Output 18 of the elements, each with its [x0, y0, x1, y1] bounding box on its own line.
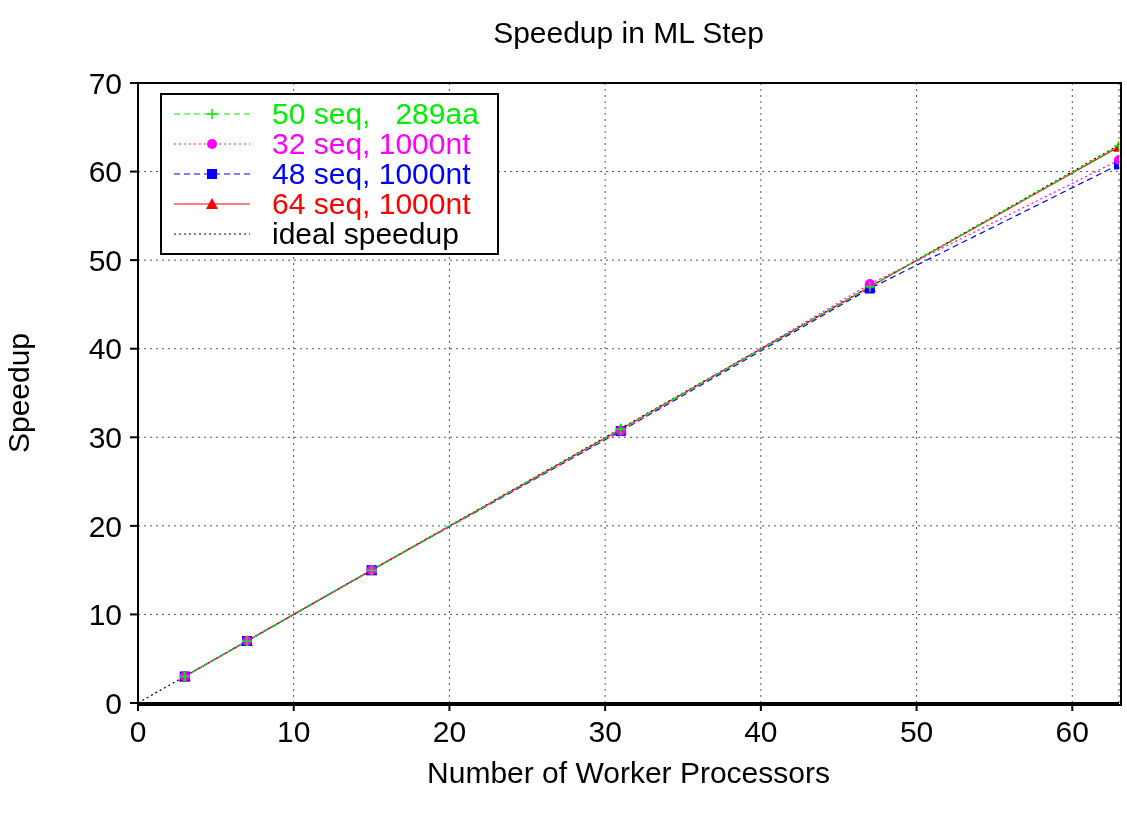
x-tick-label: 50: [899, 715, 934, 749]
y-tick-label: 30: [88, 420, 122, 454]
x-axis-title: Number of Worker Processors: [427, 756, 830, 789]
y-tick-label: 50: [88, 243, 122, 277]
legend-label: 50 seq, 289aa: [272, 97, 479, 130]
x-tick-label: 60: [1055, 715, 1089, 749]
y-tick-label: 70: [88, 66, 122, 100]
y-tick-label: 0: [105, 686, 122, 720]
y-tick-label: 10: [88, 598, 122, 632]
x-tick-label: 0: [129, 715, 147, 749]
x-tick-label: 10: [277, 715, 311, 749]
y-tick-label: 40: [88, 332, 122, 366]
x-tick-label: 20: [432, 715, 467, 749]
y-tick-label: 60: [88, 155, 122, 189]
chart-title: Speedup in ML Step: [492, 16, 765, 50]
y-tick-label: 20: [88, 509, 122, 543]
x-tick-label: 30: [588, 715, 622, 749]
x-tick-label: 40: [744, 715, 778, 749]
